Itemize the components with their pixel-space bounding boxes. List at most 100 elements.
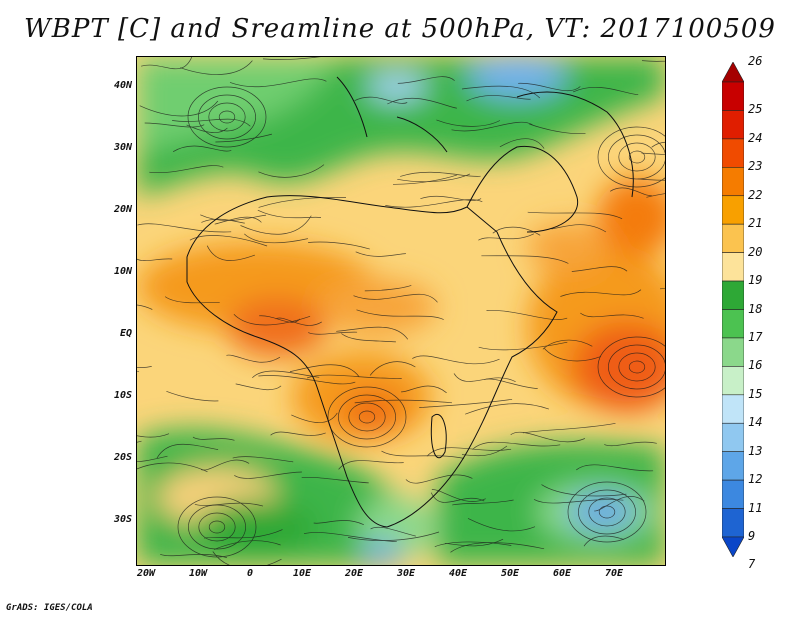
colorbar-label: 17	[748, 329, 763, 344]
streamline	[430, 492, 485, 503]
streamline	[258, 164, 325, 178]
streamline	[204, 529, 283, 539]
vortex-swirl	[358, 410, 376, 424]
streamline	[338, 460, 404, 470]
colorbar-label: 15	[748, 386, 763, 401]
streamline	[486, 310, 568, 320]
streamline	[313, 520, 364, 526]
streamline	[385, 199, 483, 208]
colorbar-swatch	[722, 366, 744, 396]
streamline	[235, 383, 282, 391]
streamline	[543, 347, 602, 362]
streamline	[641, 152, 665, 155]
streamline	[369, 361, 416, 376]
streamline	[233, 314, 311, 326]
streamline	[156, 443, 219, 459]
vortex-swirl	[218, 110, 236, 124]
streamline	[137, 304, 153, 310]
vortex-swirl	[618, 142, 656, 172]
streamline	[262, 57, 321, 60]
streamline	[572, 87, 639, 96]
colorbar-swatch	[722, 110, 744, 140]
vortex-swirl	[198, 512, 236, 542]
streamline	[478, 233, 535, 241]
streamline	[289, 364, 360, 378]
streamline	[137, 433, 170, 438]
streamline	[533, 499, 624, 504]
vortex-swirl	[208, 520, 226, 534]
colorbar-label: 11	[748, 500, 763, 515]
streamline	[400, 171, 481, 177]
streamline	[356, 309, 444, 320]
streamline	[594, 496, 645, 512]
colorbar-label: 24	[748, 130, 763, 145]
lon-label-40e: 40E	[448, 568, 468, 579]
lat-label-40n: 40N	[113, 80, 132, 91]
streamlines	[137, 57, 665, 565]
lon-label-50e: 50E	[500, 568, 520, 579]
streamline	[397, 173, 471, 183]
streamline	[234, 471, 302, 479]
colorbar-swatch	[722, 280, 744, 310]
lon-label-20e: 20E	[344, 568, 364, 579]
colorbar	[722, 62, 744, 557]
coastlines	[186, 76, 634, 528]
streamline	[510, 431, 586, 443]
streamline	[137, 366, 152, 368]
streamline	[426, 447, 512, 457]
map-title: WBPT [C] and Sreamline at 500hPa, VT: 20…	[24, 14, 776, 44]
colorbar-label: 20	[748, 244, 763, 259]
lat-label-30s: 30S	[113, 514, 132, 525]
streamline	[651, 141, 665, 148]
streamline	[214, 216, 262, 225]
colorbar-swatch	[722, 337, 744, 367]
lat-label-20n: 20N	[113, 204, 132, 215]
colorbar-label: 13	[748, 443, 763, 458]
streamline	[240, 215, 312, 235]
streamline	[341, 333, 396, 343]
colorbar-swatch	[722, 223, 744, 253]
colorbar-label: 19	[748, 273, 763, 288]
vortex-swirl	[177, 496, 257, 558]
streamline	[571, 266, 628, 272]
streamline	[419, 398, 513, 409]
streamline	[467, 518, 536, 532]
streamline	[610, 187, 652, 196]
colorbar-swatch	[722, 422, 744, 452]
streamline	[450, 542, 545, 553]
colorbar-label: 26	[748, 54, 763, 68]
streamline	[166, 390, 219, 402]
vortex-swirl	[597, 126, 665, 188]
grads-credit: GrADS: IGES/COLA	[6, 603, 93, 613]
streamline	[275, 317, 322, 326]
streamline	[308, 241, 370, 250]
colorbar-swatch	[722, 479, 744, 509]
vortex-swirl	[598, 505, 616, 519]
map-panel	[136, 56, 666, 566]
streamline	[523, 422, 616, 434]
vortex-swirl	[628, 150, 646, 164]
lon-label-0: 0	[246, 568, 254, 579]
streamline	[336, 326, 409, 340]
vortex-swirl	[608, 134, 665, 180]
streamline	[355, 251, 406, 257]
streamline	[189, 235, 268, 247]
streamline	[137, 258, 173, 262]
lon-label-20w: 20W	[136, 568, 156, 579]
lat-label-10s: 10S	[113, 390, 132, 401]
colorbar-label: 12	[748, 472, 763, 487]
streamline	[301, 476, 369, 484]
streamline	[232, 456, 294, 463]
streamline	[472, 441, 561, 450]
streamline	[244, 233, 308, 244]
streamline	[354, 96, 408, 104]
vortex-swirl	[578, 489, 636, 535]
vortex-swirl	[588, 497, 626, 527]
streamline	[451, 121, 533, 132]
streamline	[397, 76, 455, 84]
streamline	[215, 133, 272, 143]
colorbar-label: 7	[748, 557, 756, 572]
colorbar-swatch	[722, 167, 744, 197]
streamline	[257, 209, 322, 219]
streamline	[401, 385, 447, 394]
